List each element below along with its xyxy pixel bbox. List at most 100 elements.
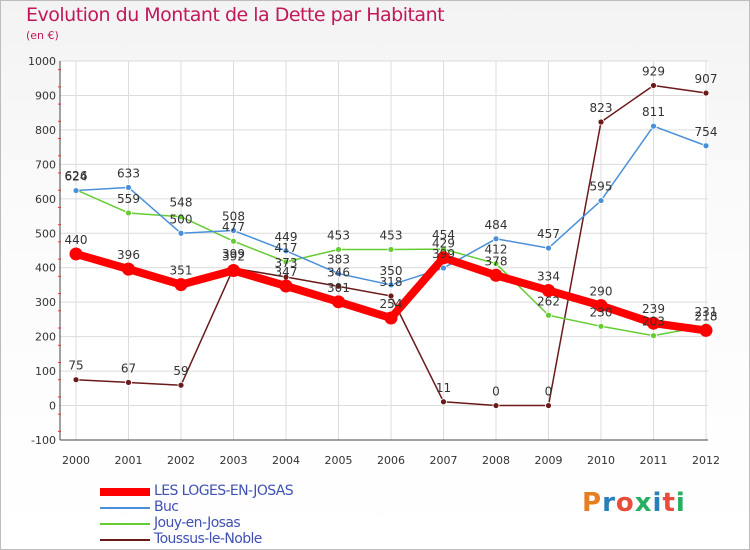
data-point: [542, 283, 555, 297]
data-point: [492, 235, 500, 243]
data-point: [282, 258, 290, 266]
data-point: [177, 229, 185, 237]
x-tick-label: 2012: [692, 454, 720, 467]
data-label: 0: [492, 385, 500, 399]
brand-logo: Proxiti: [582, 488, 686, 518]
x-tick-label: 2006: [377, 454, 405, 467]
brand-letter: i: [652, 488, 663, 518]
data-point: [279, 279, 293, 293]
data-label: 429: [432, 237, 455, 251]
data-label: 301: [327, 281, 350, 295]
y-tick-label: 1000: [28, 55, 56, 68]
data-label: 231: [695, 305, 718, 319]
data-label: 383: [327, 253, 350, 267]
data-label: 373: [275, 256, 298, 270]
data-label: 823: [590, 101, 613, 115]
x-tick-label: 2008: [482, 454, 510, 467]
data-label: 811: [642, 105, 665, 119]
data-point: [177, 213, 185, 221]
data-point: [335, 246, 342, 253]
y-tick-label: 100: [35, 365, 56, 378]
data-label: 351: [170, 264, 193, 278]
data-label: 453: [327, 228, 350, 242]
data-point: [492, 260, 500, 267]
data-point: [489, 268, 503, 282]
data-point: [650, 82, 657, 89]
data-label: 59: [173, 364, 188, 378]
data-label: 262: [537, 294, 560, 308]
data-point: [125, 209, 132, 217]
data-point: [125, 379, 132, 386]
brand-letter: o: [615, 488, 635, 518]
plot-area: [60, 61, 708, 440]
data-label: 559: [117, 192, 140, 206]
y-tick-label: 500: [35, 227, 56, 240]
data-label: 548: [170, 196, 193, 210]
data-point: [387, 246, 395, 253]
legend-swatch: [100, 539, 150, 541]
data-point: [125, 184, 132, 191]
data-label: 624: [65, 170, 88, 184]
y-tick-label: 600: [35, 193, 56, 206]
data-point: [650, 332, 657, 340]
y-tick-label: 900: [35, 89, 56, 102]
brand-letter: x: [634, 488, 653, 518]
data-point: [440, 398, 447, 406]
data-label: 239: [642, 302, 665, 316]
y-tick-label: 800: [35, 124, 56, 137]
y-tick-label: -100: [31, 434, 56, 447]
legend-label: LES LOGES-EN-JOSAS: [154, 483, 294, 499]
data-label: 417: [275, 241, 298, 255]
data-label: 484: [485, 218, 508, 232]
x-tick-label: 2007: [430, 454, 458, 467]
data-label: 907: [695, 72, 718, 86]
data-label: 440: [65, 233, 88, 247]
chart-subtitle: (en €): [26, 29, 59, 42]
brand-letter: t: [662, 488, 676, 518]
data-label: 230: [590, 305, 613, 319]
data-label: 0: [545, 385, 553, 399]
data-label: 633: [117, 166, 140, 180]
data-point: [332, 295, 345, 309]
data-point: [650, 122, 657, 130]
data-label: 454: [432, 228, 455, 242]
data-label: 457: [537, 227, 560, 241]
y-tick-label: 200: [35, 331, 56, 344]
data-label: 350: [380, 264, 403, 278]
data-point: [387, 281, 395, 289]
data-point: [227, 263, 240, 277]
data-label: 378: [485, 254, 508, 268]
data-label: 346: [327, 265, 350, 279]
chart-axes: -100010020030040050060070080090010002000…: [28, 55, 720, 467]
data-label: 477: [222, 220, 245, 234]
data-label: 218: [695, 309, 718, 323]
data-point: [702, 89, 710, 97]
x-tick-label: 2010: [587, 454, 615, 467]
x-tick-label: 2002: [167, 454, 195, 467]
x-tick-label: 2001: [115, 454, 143, 467]
chart-series: [69, 82, 713, 409]
y-tick-label: 400: [35, 262, 56, 275]
data-point: [492, 402, 500, 409]
data-label: 254: [380, 297, 403, 311]
data-label: 11: [436, 381, 451, 395]
data-label: 508: [222, 210, 245, 224]
data-point: [177, 381, 185, 389]
data-label: 334: [537, 269, 560, 283]
data-point: [335, 282, 342, 290]
data-label: 626: [65, 169, 88, 183]
data-label: 67: [121, 361, 136, 375]
data-label: 318: [380, 275, 403, 289]
data-label: 396: [117, 248, 140, 262]
data-point: [597, 322, 605, 330]
data-point: [440, 264, 447, 272]
legend-label: Jouy-en-Josas: [154, 515, 241, 531]
data-point: [597, 118, 605, 126]
legend-swatch: [100, 523, 150, 525]
legend-label: Buc: [154, 499, 179, 515]
legend-swatch: [100, 507, 150, 509]
data-point: [174, 278, 188, 292]
data-label: 290: [590, 285, 613, 299]
data-point: [594, 299, 608, 313]
data-point: [699, 323, 713, 337]
